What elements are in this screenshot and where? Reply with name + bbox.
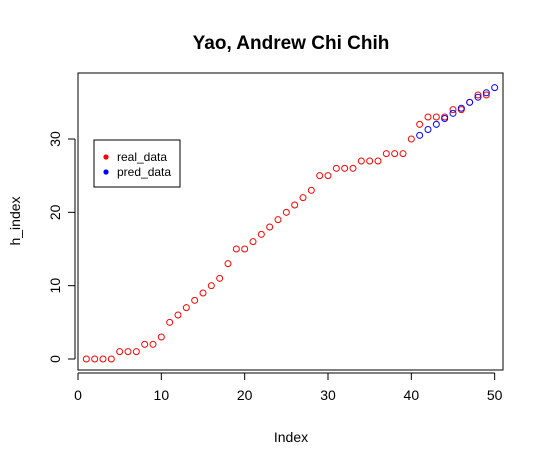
real-data-point [374, 157, 382, 165]
legend-marker-pred-data [103, 169, 109, 175]
real-data-point [357, 157, 365, 165]
real-data-point [432, 113, 440, 121]
real-data-point [282, 208, 290, 216]
x-tick-label: 0 [74, 387, 82, 403]
real-data-point [399, 150, 407, 158]
x-axis: 0 10 20 30 40 50 [74, 372, 503, 403]
pred-data-point [449, 109, 457, 117]
legend-label-real-data: real_data [117, 150, 167, 164]
real-data-point [149, 340, 157, 348]
legend-label-pred-data: pred_data [117, 165, 171, 179]
y-axis: 0 10 20 30 [47, 131, 76, 363]
real-data-point [274, 216, 282, 224]
real-data-point [224, 260, 232, 268]
real-data-point [299, 194, 307, 202]
real-data-point [291, 201, 299, 209]
pred-data-point [491, 84, 499, 92]
real-data-point [332, 164, 340, 172]
pred-data-point [432, 120, 440, 128]
real-data-point [391, 150, 399, 158]
real-data-point [232, 245, 240, 253]
pred-data-point [416, 131, 424, 139]
real-data-point [91, 355, 99, 363]
real-data-point [174, 311, 182, 319]
real-data-point [107, 355, 115, 363]
real-data-point [482, 91, 490, 99]
real-data-point [99, 355, 107, 363]
real-data-point [207, 282, 215, 290]
real-data-point [449, 106, 457, 114]
x-axis-label: Index [274, 429, 308, 445]
legend-marker-real-data [103, 154, 109, 160]
pred-data-point [466, 98, 474, 106]
real-data-point [249, 238, 257, 246]
real-data-point [424, 113, 432, 121]
data-points [82, 84, 499, 363]
y-tick-label: 0 [47, 355, 63, 363]
real-data-point [124, 348, 132, 356]
real-data-point [166, 318, 174, 326]
legend-box [93, 139, 181, 188]
real-data-point [257, 230, 265, 238]
pred-data-point [482, 89, 490, 97]
pred-data-point [474, 93, 482, 101]
real-data-point [132, 348, 140, 356]
real-data-point [366, 157, 374, 165]
chart-title: Yao, Andrew Chi Chih [193, 33, 390, 54]
x-tick-label: 10 [154, 387, 170, 403]
x-tick-label: 50 [487, 387, 503, 403]
real-data-point [266, 223, 274, 231]
real-data-point [241, 245, 249, 253]
y-tick-label: 20 [47, 204, 63, 220]
real-data-point [216, 274, 224, 282]
real-data-point [382, 150, 390, 158]
real-data-point [341, 164, 349, 172]
x-tick-label: 40 [404, 387, 420, 403]
pred-data-point [424, 125, 432, 133]
real-data-point [116, 348, 124, 356]
real-data-point [199, 289, 207, 297]
x-tick-label: 20 [237, 387, 253, 403]
real-data-point [141, 340, 149, 348]
pred-data-point [441, 114, 449, 122]
real-data-point [474, 91, 482, 99]
real-data-point [324, 172, 332, 180]
real-data-point [316, 172, 324, 180]
y-tick-label: 10 [47, 278, 63, 294]
plot-frame [77, 72, 504, 371]
y-tick-label: 30 [47, 131, 63, 147]
real-data-point [307, 186, 315, 194]
y-axis-label: h_index [7, 196, 23, 245]
real-data-point [416, 120, 424, 128]
real-data-point [182, 304, 190, 312]
x-tick-label: 30 [320, 387, 336, 403]
pred-data-point [457, 104, 465, 112]
real-data-point [349, 164, 357, 172]
real-data-point [407, 135, 415, 143]
real-data-point [82, 355, 90, 363]
legend: real_data pred_data [93, 139, 181, 188]
real-data-point [191, 296, 199, 304]
real-data-point [157, 333, 165, 341]
